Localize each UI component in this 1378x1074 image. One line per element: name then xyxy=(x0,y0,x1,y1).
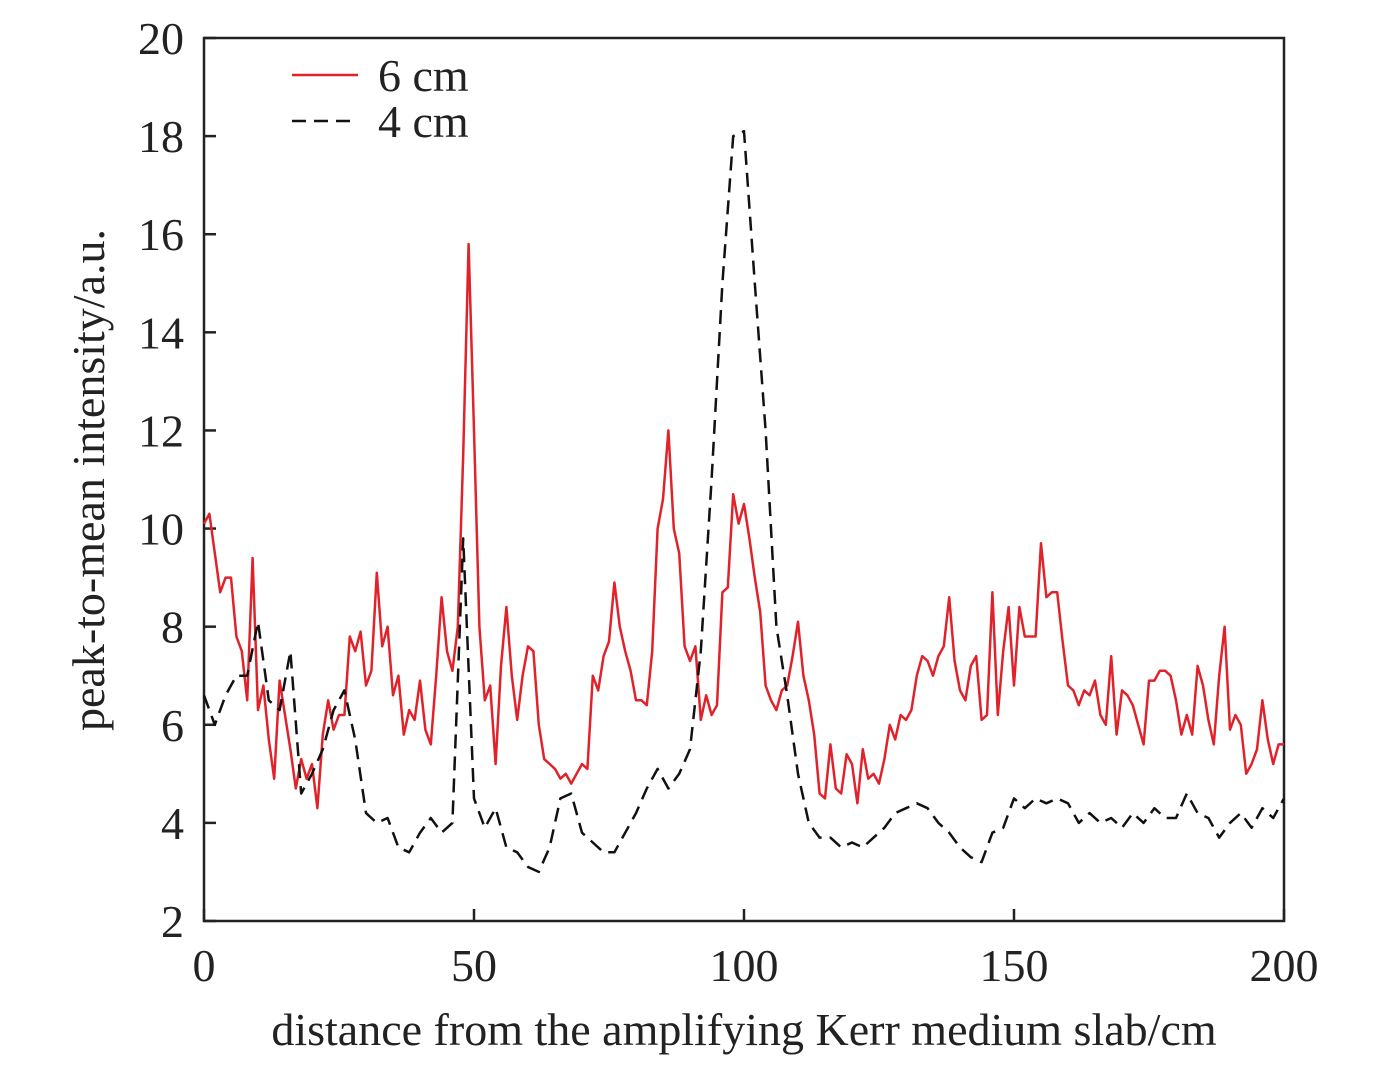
x-tick-label: 0 xyxy=(193,940,216,991)
x-tick-label: 200 xyxy=(1250,940,1319,991)
plot-frame xyxy=(202,36,1286,923)
x-tick-label: 50 xyxy=(451,940,497,991)
y-tick-label: 14 xyxy=(138,307,184,358)
y-tick-label: 20 xyxy=(138,13,184,64)
legend-label: 4 cm xyxy=(378,96,469,147)
series-line xyxy=(202,129,1286,874)
y-tick-label: 2 xyxy=(161,896,184,947)
y-tick-label: 12 xyxy=(138,405,184,456)
series-line xyxy=(202,242,1284,810)
y-tick-label: 4 xyxy=(161,798,184,849)
y-tick-label: 8 xyxy=(161,602,184,653)
x-tick-label: 100 xyxy=(710,940,779,991)
legend-label: 6 cm xyxy=(378,50,469,101)
y-tick-label: 18 xyxy=(138,111,184,162)
x-axis-label: distance from the amplifying Kerr medium… xyxy=(271,1004,1217,1055)
x-tick-label: 150 xyxy=(980,940,1049,991)
y-tick-label: 10 xyxy=(138,504,184,555)
y-tick-label: 16 xyxy=(138,209,184,260)
y-axis-label: peak-to-mean intensity/a.u. xyxy=(63,229,114,731)
y-tick-label: 6 xyxy=(161,700,184,751)
